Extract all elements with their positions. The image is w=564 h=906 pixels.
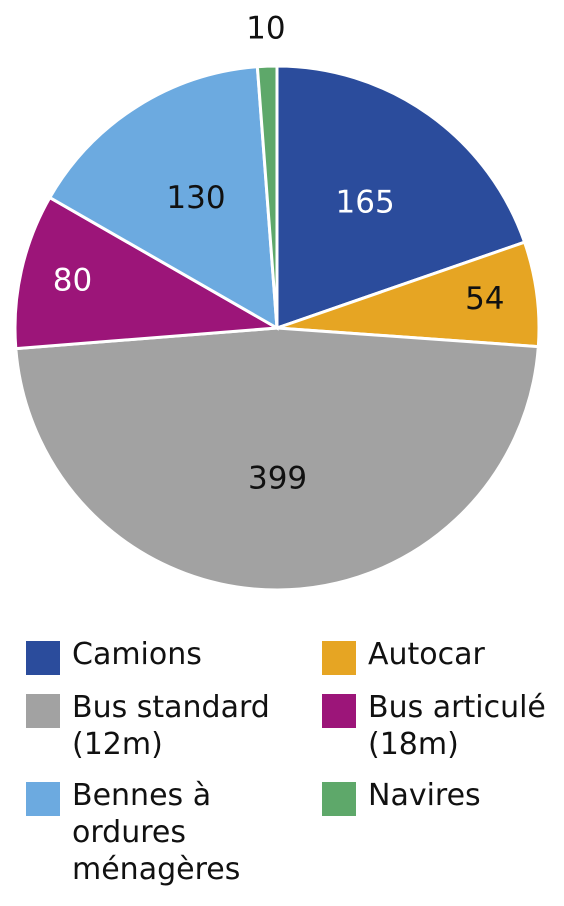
- data-label: 80: [53, 263, 92, 299]
- data-label: 10: [246, 11, 285, 47]
- legend-swatch: [322, 782, 356, 816]
- legend-item: Bennes à ordures ménagères: [26, 777, 322, 888]
- data-label: 165: [336, 185, 395, 221]
- legend-swatch: [322, 694, 356, 728]
- data-label: 54: [465, 281, 504, 317]
- legend-swatch: [322, 641, 356, 675]
- legend-item: Bus standard (12m): [26, 689, 322, 763]
- legend-item: Navires: [322, 777, 564, 888]
- legend-swatch: [26, 641, 60, 675]
- legend-label: Navires: [368, 778, 481, 813]
- legend-label: Bus standard (12m): [72, 690, 270, 762]
- legend-label: Autocar: [368, 637, 485, 672]
- data-label: 399: [248, 460, 307, 496]
- chart: 165 54 399 80 130 10: [13, 11, 541, 592]
- pie-slice: [255, 64, 279, 329]
- pie-slice: [14, 326, 540, 592]
- pie-slice: [47, 65, 279, 331]
- legend: Camions Autocar Bus standard (12m) Bus arti…: [26, 636, 564, 888]
- legend-item: Camions: [26, 636, 322, 675]
- legend-label: Bennes à ordures ménagères: [72, 778, 241, 887]
- pie-slice: [13, 195, 282, 351]
- legend-label: Camions: [72, 637, 202, 672]
- legend-swatch: [26, 694, 60, 728]
- data-label: 130: [166, 180, 225, 216]
- legend-item: Autocar: [322, 636, 564, 675]
- legend-item: Bus articulé (18m): [322, 689, 564, 763]
- legend-label: Bus articulé (18m): [368, 690, 546, 762]
- legend-swatch: [26, 782, 60, 816]
